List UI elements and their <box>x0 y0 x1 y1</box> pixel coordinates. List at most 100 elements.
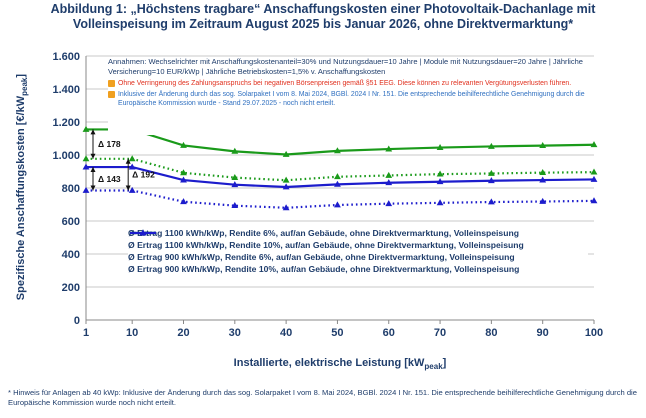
legend-label: Ø Ertrag 1100 kWh/kWp, Rendite 10%, auf/… <box>128 240 524 250</box>
data-point <box>590 168 598 175</box>
note-negative-prices: Ohne Verringerung des Zahlungsanspruchs … <box>108 79 598 88</box>
x-axis-label: Installierte, elektrische Leistung [kWpe… <box>233 357 447 372</box>
data-point <box>590 175 598 182</box>
data-point <box>180 198 187 205</box>
x-tick-label: 90 <box>537 327 549 339</box>
y-tick-label: 1.200 <box>52 117 80 129</box>
series-line-4 <box>86 189 595 209</box>
data-point <box>385 179 393 186</box>
x-tick-label: 70 <box>434 327 446 339</box>
y-tick-label: 600 <box>62 216 80 228</box>
legend-swatch-blue-dotted <box>130 229 156 236</box>
warning-hand-icon <box>108 80 115 87</box>
data-point <box>487 169 495 176</box>
x-tick-label: 60 <box>383 327 395 339</box>
data-point <box>128 163 136 170</box>
data-point <box>590 197 598 204</box>
data-point <box>539 141 547 148</box>
x-tick-label: 10 <box>126 327 138 339</box>
x-tick-label: 100 <box>585 327 603 339</box>
assumptions-box: Annahmen: Wechselrichter mit Anschaffung… <box>108 57 598 135</box>
delta-arrow-bottom <box>125 185 131 191</box>
y-axis-label: Spezifische Anschaffungskosten [€/kWpeak… <box>14 73 30 301</box>
x-tick-label: 50 <box>331 327 343 339</box>
x-tick-label: 40 <box>280 327 292 339</box>
data-point <box>82 186 90 193</box>
note-solarpaket: Inklusive der Änderung durch das sog. So… <box>108 90 598 108</box>
data-point <box>436 178 444 185</box>
data-point <box>180 176 187 183</box>
data-point <box>385 200 393 207</box>
data-point <box>334 173 341 180</box>
legend-label: Ø Ertrag 900 kWh/kWp, Rendite 6%, auf/an… <box>128 252 515 262</box>
data-point <box>128 155 136 162</box>
x-tick-label: 1 <box>83 327 89 339</box>
data-point <box>385 145 393 152</box>
data-point <box>180 141 187 148</box>
data-point <box>539 197 547 204</box>
data-point <box>82 125 90 132</box>
legend-label: Ø Ertrag 1100 kWh/kWp, Rendite 6%, auf/a… <box>128 228 519 238</box>
series-line-3 <box>86 165 595 189</box>
delta-arrow-top <box>125 158 131 164</box>
data-point <box>487 177 495 184</box>
data-point <box>487 142 495 149</box>
footnote: * Hinweis für Anlagen ab 40 kWp: Inklusi… <box>8 388 637 407</box>
x-tick-label: 80 <box>485 327 497 339</box>
chart-title-line-1: Abbildung 1: „Höchstens tragbare“ Anscha… <box>50 2 596 16</box>
data-point <box>539 176 547 183</box>
legend-item: Ø Ertrag 1100 kWh/kWp, Rendite 10%, auf/… <box>128 229 588 251</box>
chart-legend: Ø Ertrag 1100 kWh/kWp, Rendite 6%, auf/a… <box>128 227 588 275</box>
data-point <box>282 183 290 190</box>
data-point <box>282 150 290 157</box>
legend-item: Ø Ertrag 1100 kWh/kWp, Rendite 6%, auf/a… <box>128 227 588 239</box>
y-tick-label: 800 <box>62 183 80 195</box>
legend-item: Ø Ertrag 900 kWh/kWp, Rendite 6%, auf/an… <box>128 229 588 263</box>
data-point <box>590 141 598 148</box>
delta-arrow-top <box>90 167 96 173</box>
y-tick-label: 1.000 <box>52 150 80 162</box>
data-point <box>539 169 547 176</box>
data-point <box>436 170 444 177</box>
x-tick-label: 20 <box>177 327 189 339</box>
delta-arrow-bottom <box>90 185 96 191</box>
y-tick-label: 0 <box>74 315 80 327</box>
data-point <box>487 198 495 205</box>
legend-item: Ø Ertrag 900 kWh/kWp, Rendite 10%, auf/a… <box>128 229 588 275</box>
delta-label: Δ 178 <box>98 139 121 149</box>
data-point <box>334 201 341 208</box>
x-tick-label: 30 <box>229 327 241 339</box>
info-hand-icon <box>108 91 115 98</box>
chart-title: Abbildung 1: „Höchstens tragbare“ Anscha… <box>0 2 646 32</box>
data-point <box>334 147 341 154</box>
delta-arrow-top <box>90 129 96 135</box>
data-point <box>82 155 90 162</box>
data-point <box>385 171 393 178</box>
note-negative-prices-text: Ohne Verringerung des Zahlungsanspruchs … <box>118 80 572 87</box>
chart-title-line-2: Volleinspeisung im Zeitraum August 2025 … <box>72 17 574 31</box>
note-solarpaket-text: Inklusive der Änderung durch das sog. So… <box>118 91 585 107</box>
data-point <box>436 199 444 206</box>
data-point <box>180 169 187 176</box>
delta-label: Δ 192 <box>132 170 155 180</box>
y-tick-label: 200 <box>62 282 80 294</box>
series-line-2 <box>86 157 595 182</box>
data-point <box>282 204 290 211</box>
data-point <box>436 143 444 150</box>
y-tick-label: 400 <box>62 249 80 261</box>
data-point <box>128 186 136 193</box>
legend-label: Ø Ertrag 900 kWh/kWp, Rendite 10%, auf/a… <box>128 264 520 274</box>
data-point <box>282 176 290 183</box>
assumptions-text: Annahmen: Wechselrichter mit Anschaffung… <box>108 57 583 76</box>
delta-label: Δ 143 <box>98 174 121 184</box>
y-tick-label: 1.400 <box>52 84 80 96</box>
data-point <box>231 174 239 181</box>
data-point <box>334 180 341 187</box>
y-tick-label: 1.600 <box>52 51 80 63</box>
delta-arrow-bottom <box>90 153 96 159</box>
data-point <box>231 202 239 209</box>
data-point <box>231 147 239 154</box>
data-point <box>231 181 239 188</box>
data-point <box>82 163 90 170</box>
